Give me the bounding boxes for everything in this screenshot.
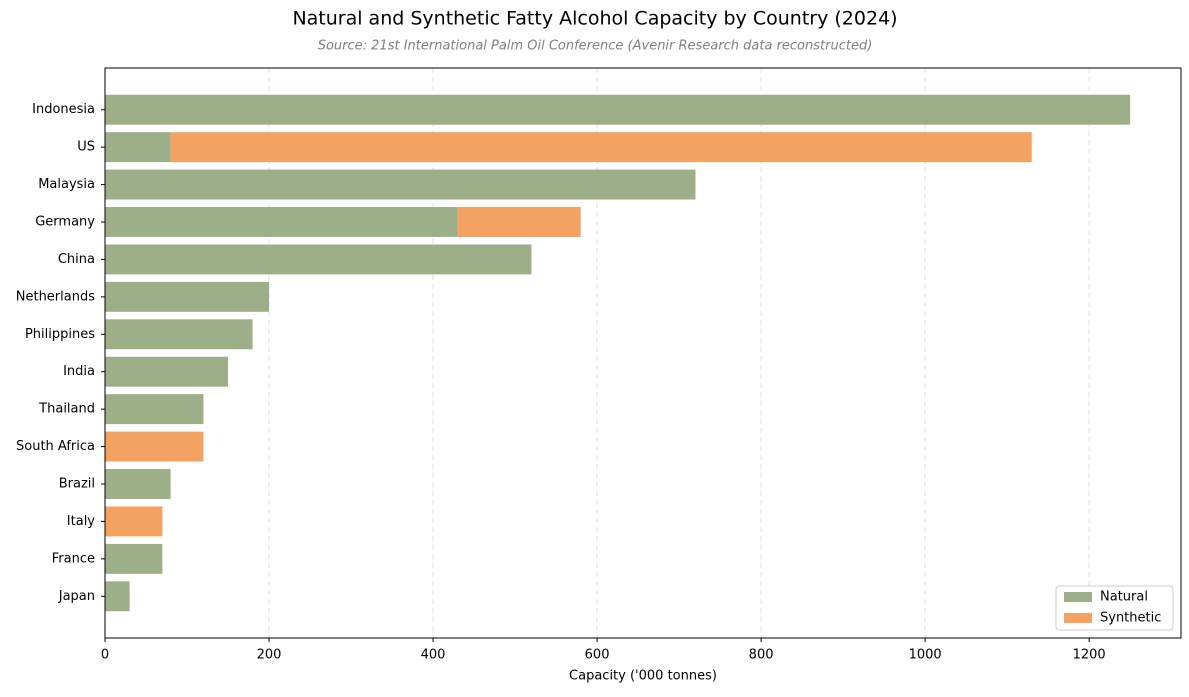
bar: [105, 506, 163, 537]
bar: [105, 431, 204, 462]
legend-label: Synthetic: [1100, 611, 1161, 626]
y-tick-label: Netherlands: [16, 289, 95, 304]
x-tick-label: 800: [749, 648, 774, 663]
bar: [105, 94, 1131, 125]
y-tick-label: Malaysia: [38, 177, 95, 192]
bar: [105, 469, 171, 499]
y-tick-label: Indonesia: [32, 102, 95, 117]
y-tick-label: Philippines: [25, 327, 95, 342]
bar: [170, 132, 1032, 163]
x-tick-label: 1000: [909, 648, 942, 663]
y-tick-label: South Africa: [16, 439, 95, 454]
chart-subtitle: Source: 21st International Palm Oil Conf…: [318, 39, 873, 54]
y-tick-label: Germany: [35, 215, 95, 230]
bar: [105, 207, 458, 237]
bar: [105, 281, 270, 312]
bar: [105, 394, 204, 425]
x-tick-label: 200: [257, 648, 282, 663]
y-tick-label: Brazil: [59, 477, 95, 492]
x-axis-label: Capacity ('000 tonnes): [569, 669, 717, 684]
bar: [105, 319, 253, 350]
bar: [105, 169, 696, 200]
plot-frame: [104, 67, 1182, 639]
y-tick-label: US: [77, 140, 95, 155]
legend-swatch: [1064, 592, 1092, 602]
y-tick-label: Thailand: [38, 402, 95, 417]
y-tick-label: Italy: [67, 514, 96, 529]
bar: [105, 244, 532, 275]
chart-title: Natural and Synthetic Fatty Alcohol Capa…: [292, 8, 897, 30]
bar: [457, 207, 581, 237]
y-tick-label: India: [63, 364, 95, 379]
y-tick-label: China: [58, 252, 95, 267]
x-tick-label: 600: [585, 648, 610, 663]
y-tick-label: Japan: [58, 589, 95, 604]
bar: [105, 356, 229, 387]
legend-swatch: [1064, 613, 1092, 623]
bar: [105, 543, 163, 574]
legend-label: Natural: [1100, 590, 1148, 605]
x-tick-label: 1200: [1073, 648, 1106, 663]
x-tick-label: 400: [421, 648, 446, 663]
y-tick-label: France: [52, 551, 95, 566]
bar: [105, 581, 130, 612]
bar: [105, 132, 171, 163]
x-tick-label: 0: [101, 648, 109, 663]
